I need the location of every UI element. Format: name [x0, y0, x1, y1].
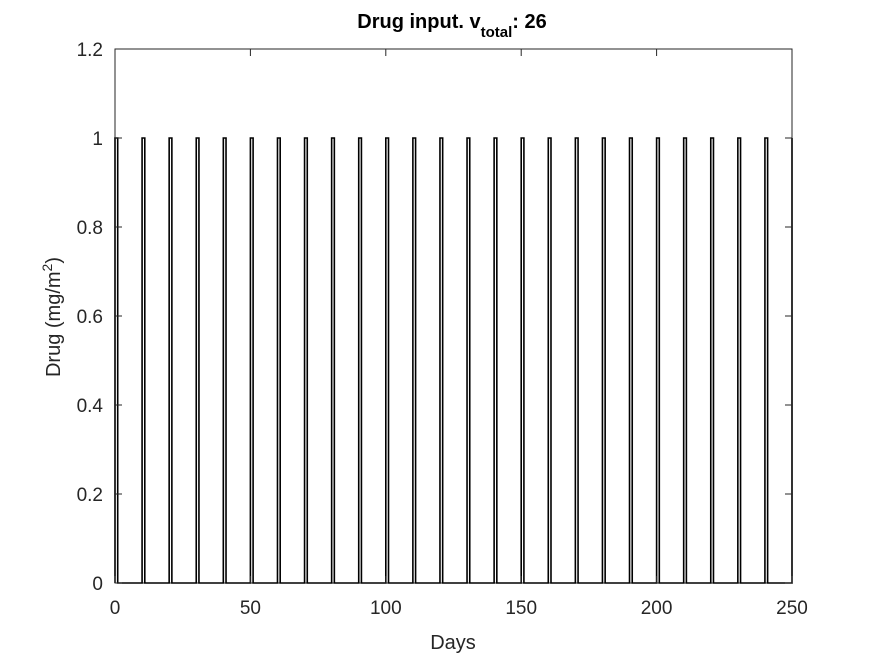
y-axis-label: Drug (mg/m2)	[39, 257, 65, 377]
x-tick-label: 250	[776, 598, 808, 619]
y-tick-label: 0	[92, 574, 103, 595]
y-tick-label: 1	[92, 129, 103, 150]
chart-title: Drug input. vtotal: 26	[357, 11, 546, 41]
series-line	[114, 137, 793, 584]
x-axis-label: Days	[430, 632, 476, 654]
y-tick-label: 0.4	[77, 396, 104, 417]
x-tick-label: 150	[505, 598, 537, 619]
y-tick-label: 0.8	[77, 218, 103, 239]
x-tick-label: 50	[240, 598, 261, 619]
y-tick-label: 1.2	[77, 40, 103, 61]
y-tick-label: 0.2	[77, 485, 103, 506]
x-axis-ticks: 0 50 100 150 200 250	[110, 49, 808, 619]
x-tick-label: 200	[641, 598, 673, 619]
x-tick-label: 100	[370, 598, 402, 619]
y-axis-ticks: 0 0.2 0.4 0.6 0.8 1 1.2	[77, 40, 792, 595]
y-tick-label: 0.6	[77, 307, 103, 328]
x-tick-label: 0	[110, 598, 121, 619]
